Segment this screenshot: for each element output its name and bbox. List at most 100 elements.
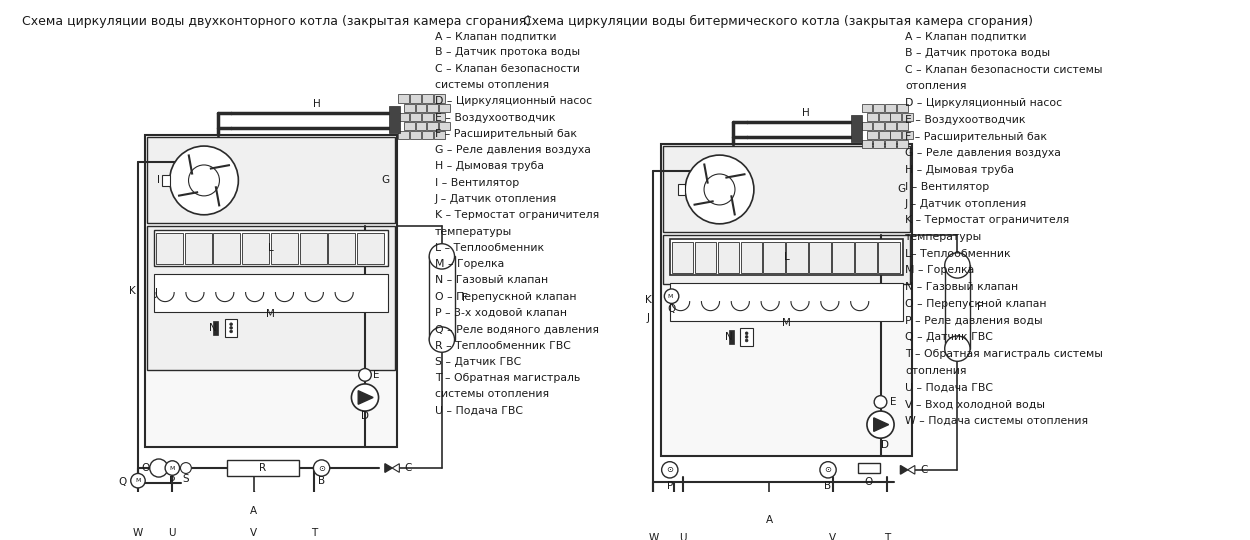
Bar — [896, 140, 908, 148]
Bar — [764, 242, 785, 273]
Text: V: V — [829, 532, 836, 540]
Bar — [214, 233, 240, 264]
Bar — [390, 106, 400, 133]
Text: L: L — [268, 243, 274, 253]
Bar — [662, 235, 910, 285]
Text: Q: Q — [119, 477, 127, 488]
Text: отопления: отопления — [905, 82, 966, 91]
Text: K – Термостат ограничителя: K – Термостат ограничителя — [905, 215, 1069, 225]
Text: P: P — [666, 481, 672, 491]
Bar — [185, 233, 211, 264]
Text: Q: Q — [668, 304, 676, 314]
Text: F – Расширительный бак: F – Расширительный бак — [905, 132, 1048, 141]
Text: F: F — [461, 293, 468, 303]
Bar — [879, 112, 890, 121]
Bar — [874, 122, 884, 130]
Text: W: W — [132, 528, 142, 538]
Text: G – Реле давления воздуха: G – Реле давления воздуха — [905, 148, 1061, 158]
Bar — [399, 112, 409, 121]
Bar — [148, 137, 395, 223]
Text: Q – Реле водяного давления: Q – Реле водяного давления — [435, 324, 599, 334]
Text: отопления: отопления — [905, 366, 966, 376]
Text: V – Вход холодной воды: V – Вход холодной воды — [905, 399, 1045, 409]
Text: системы отопления: системы отопления — [435, 80, 549, 90]
Bar — [885, 140, 896, 148]
Text: R: R — [259, 463, 266, 473]
Bar — [867, 131, 877, 139]
Circle shape — [230, 330, 232, 333]
Ellipse shape — [945, 253, 970, 278]
Polygon shape — [392, 464, 399, 472]
Text: B – Датчик протока воды: B – Датчик протока воды — [435, 48, 580, 57]
Text: K: K — [645, 295, 651, 305]
Text: Схема циркуляции воды битермического котла (закрытая камера сгорания): Схема циркуляции воды битермического кот… — [524, 15, 1034, 28]
Bar — [867, 112, 877, 121]
Bar — [879, 242, 900, 273]
Text: Схема циркуляции воды двухконторного котла (закрытая камера сгорания): Схема циркуляции воды двухконторного кот… — [21, 15, 531, 28]
Text: C – Клапан безопасности системы: C – Клапан безопасности системы — [905, 65, 1102, 75]
Text: Q – Датчик ГВС: Q – Датчик ГВС — [905, 332, 993, 342]
Circle shape — [230, 323, 232, 326]
Text: T – Обратная магистраль: T – Обратная магистраль — [435, 373, 580, 383]
Text: I – Вентилятор: I – Вентилятор — [435, 178, 519, 188]
Text: L– Теплообменник: L– Теплообменник — [905, 249, 1010, 259]
Text: M: M — [782, 318, 791, 328]
Text: ⊙: ⊙ — [318, 463, 325, 472]
Text: P – Реле давления воды: P – Реле давления воды — [905, 315, 1042, 326]
Bar — [311, 521, 318, 528]
Polygon shape — [908, 465, 915, 474]
Text: G: G — [898, 185, 905, 194]
Polygon shape — [385, 464, 392, 472]
Text: H – Дымовая труба: H – Дымовая труба — [435, 161, 544, 172]
Bar — [439, 104, 450, 112]
Circle shape — [230, 327, 232, 329]
Text: L: L — [784, 252, 789, 262]
Text: E: E — [372, 370, 379, 380]
Circle shape — [874, 396, 886, 408]
Text: S: S — [182, 474, 189, 484]
Bar — [855, 242, 876, 273]
Text: D – Циркуляционный насос: D – Циркуляционный насос — [435, 96, 591, 106]
Circle shape — [351, 384, 379, 411]
Text: ⊙: ⊙ — [825, 465, 831, 474]
Bar — [678, 184, 685, 195]
Text: температуры: температуры — [905, 232, 983, 242]
Text: J – Датчик отопления: J – Датчик отопления — [435, 194, 558, 204]
Text: N: N — [209, 323, 217, 333]
Bar — [670, 282, 902, 321]
Text: ⊙: ⊙ — [666, 465, 674, 474]
Bar — [681, 525, 686, 532]
Bar — [740, 328, 752, 346]
Bar — [695, 242, 716, 273]
Bar — [410, 131, 421, 139]
Bar — [884, 525, 890, 532]
Bar — [154, 274, 388, 312]
Bar — [213, 321, 219, 335]
Bar — [404, 122, 415, 130]
Text: F: F — [978, 302, 984, 312]
Bar — [890, 112, 901, 121]
Polygon shape — [359, 391, 374, 404]
Circle shape — [314, 460, 330, 476]
Text: K: K — [129, 286, 136, 296]
Text: J – Датчик отопления: J – Датчик отопления — [905, 199, 1028, 208]
Bar — [651, 525, 656, 532]
Bar — [830, 525, 835, 532]
Polygon shape — [900, 465, 908, 474]
Bar — [740, 242, 761, 273]
Bar — [251, 521, 256, 528]
Text: C: C — [920, 465, 928, 475]
Bar — [135, 521, 141, 528]
Bar — [851, 116, 861, 143]
Bar — [148, 226, 395, 370]
Polygon shape — [769, 503, 775, 511]
Text: A – Клапан подпитки: A – Клапан подпитки — [905, 31, 1026, 41]
Bar — [874, 140, 884, 148]
Text: G – Реле давления воздуха: G – Реле давления воздуха — [435, 145, 590, 155]
Text: I: I — [684, 185, 686, 194]
Circle shape — [664, 289, 679, 303]
Text: P – 3-х ходовой клапан: P – 3-х ходовой клапан — [435, 308, 566, 318]
Text: U – Подача ГВС: U – Подача ГВС — [905, 382, 993, 393]
Circle shape — [745, 339, 748, 342]
Bar — [662, 146, 910, 232]
